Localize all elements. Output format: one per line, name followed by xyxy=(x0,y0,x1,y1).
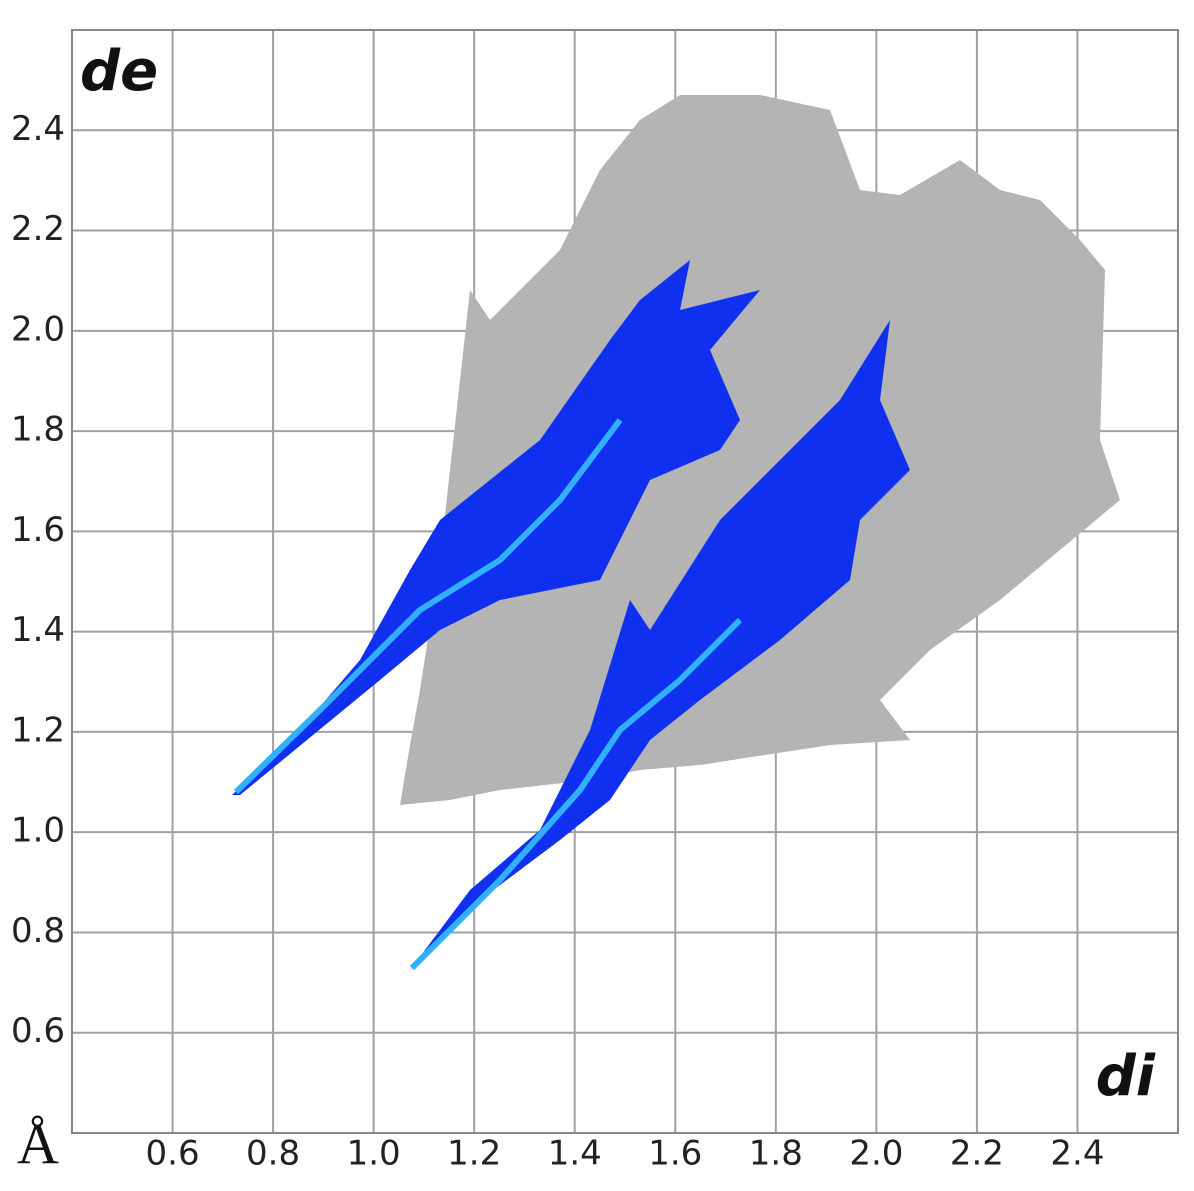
x-tick-label: 1.8 xyxy=(749,1134,803,1174)
x-tick-label: 2.2 xyxy=(950,1134,1004,1174)
y-tick-label: 2.4 xyxy=(11,109,65,149)
y-axis-label: de xyxy=(80,39,158,104)
plot-frame xyxy=(71,29,1179,1134)
y-tick-label: 0.6 xyxy=(11,1011,65,1051)
y-tick-label: 0.8 xyxy=(11,911,65,951)
y-tick-label: 1.6 xyxy=(11,510,65,550)
contact-core xyxy=(233,418,623,795)
y-tick-label: 2.0 xyxy=(11,309,65,349)
x-tick-label: 1.4 xyxy=(548,1134,602,1174)
y-tick-label: 1.8 xyxy=(11,410,65,450)
x-tick-label: 0.6 xyxy=(146,1134,200,1174)
x-tick-label: 2.4 xyxy=(1050,1134,1104,1174)
x-tick-label: 1.2 xyxy=(447,1134,501,1174)
y-tick-label: 2.2 xyxy=(11,209,65,249)
unit-label: Å xyxy=(17,1111,59,1176)
y-tick-label: 1.2 xyxy=(11,710,65,750)
contact-region xyxy=(410,320,910,970)
y-tick-label: 1.4 xyxy=(11,610,65,650)
x-axis-label: di xyxy=(1096,1044,1156,1109)
full-fingerprint xyxy=(400,95,1120,805)
contact-core xyxy=(409,617,743,971)
x-tick-label: 2.0 xyxy=(849,1134,903,1174)
x-tick-label: 1.6 xyxy=(648,1134,702,1174)
x-tick-label: 1.0 xyxy=(347,1134,401,1174)
x-tick-label: 0.8 xyxy=(246,1134,300,1174)
contact-region xyxy=(232,260,760,795)
y-tick-label: 1.0 xyxy=(11,811,65,851)
